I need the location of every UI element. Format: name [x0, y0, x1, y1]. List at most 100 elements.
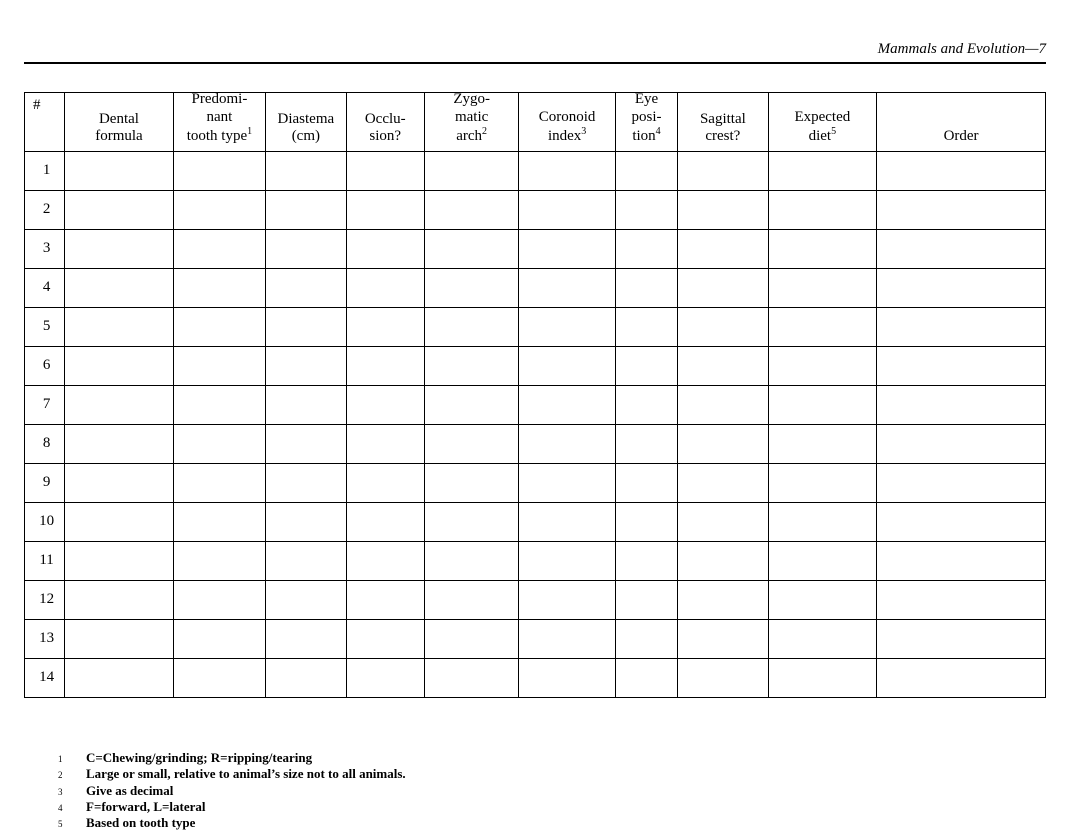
col-header-eye-position: Eye posi- tion4	[615, 93, 677, 152]
empty-cell	[768, 347, 877, 386]
empty-cell	[877, 230, 1046, 269]
empty-cell	[877, 308, 1046, 347]
footnote: 3Give as decimal	[58, 783, 1046, 799]
empty-cell	[678, 620, 768, 659]
empty-cell	[266, 347, 346, 386]
empty-cell	[768, 581, 877, 620]
empty-cell	[266, 503, 346, 542]
empty-cell	[519, 308, 615, 347]
footnote-text: Large or small, relative to animal’s siz…	[86, 766, 406, 782]
empty-cell	[346, 464, 424, 503]
running-head: Mammals and Evolution—7	[878, 41, 1046, 58]
table-row: 8	[25, 425, 1046, 464]
table-row: 10	[25, 503, 1046, 542]
table-row: 14	[25, 659, 1046, 698]
row-number: 11	[25, 542, 65, 581]
table-row: 3	[25, 230, 1046, 269]
header-text: arch2	[456, 126, 487, 145]
empty-cell	[346, 230, 424, 269]
empty-cell	[768, 425, 877, 464]
empty-cell	[768, 308, 877, 347]
empty-cell	[346, 347, 424, 386]
empty-cell	[173, 230, 265, 269]
empty-cell	[173, 152, 265, 191]
empty-cell	[877, 191, 1046, 230]
table-row: 11	[25, 542, 1046, 581]
col-header-sagittal-crest: Sagittal crest?	[678, 93, 768, 152]
empty-cell	[678, 269, 768, 308]
header-text: crest?	[705, 128, 740, 145]
empty-cell	[768, 269, 877, 308]
empty-cell	[424, 152, 518, 191]
table-row: 7	[25, 386, 1046, 425]
empty-cell	[65, 308, 174, 347]
empty-cell	[424, 659, 518, 698]
header-text: sion?	[369, 128, 401, 145]
empty-cell	[346, 425, 424, 464]
row-number: 2	[25, 191, 65, 230]
empty-cell	[877, 464, 1046, 503]
footnote: 4F=forward, L=lateral	[58, 799, 1046, 815]
empty-cell	[678, 464, 768, 503]
header-text: Diastema	[278, 111, 335, 128]
empty-cell	[424, 542, 518, 581]
empty-cell	[768, 386, 877, 425]
empty-cell	[615, 659, 677, 698]
empty-cell	[615, 152, 677, 191]
header-text: Occlu-	[365, 111, 406, 128]
empty-cell	[266, 464, 346, 503]
table-header-row: # Dental formula Predomi- nant tooth typ…	[25, 93, 1046, 152]
header-rule: Mammals and Evolution—7	[24, 28, 1046, 64]
col-header-expected-diet: Expected diet5	[768, 93, 877, 152]
empty-cell	[768, 191, 877, 230]
empty-cell	[346, 308, 424, 347]
empty-cell	[424, 230, 518, 269]
row-number: 1	[25, 152, 65, 191]
empty-cell	[424, 620, 518, 659]
header-text: Eye	[635, 91, 658, 108]
empty-cell	[768, 152, 877, 191]
empty-cell	[424, 386, 518, 425]
empty-cell	[424, 503, 518, 542]
empty-cell	[424, 269, 518, 308]
empty-cell	[877, 581, 1046, 620]
empty-cell	[266, 191, 346, 230]
empty-cell	[424, 581, 518, 620]
header-text: Sagittal	[700, 111, 746, 128]
empty-cell	[173, 542, 265, 581]
table-row: 9	[25, 464, 1046, 503]
empty-cell	[424, 308, 518, 347]
col-header-dental-formula: Dental formula	[65, 93, 174, 152]
footnote-mark: 3	[58, 787, 86, 798]
empty-cell	[266, 230, 346, 269]
empty-cell	[877, 386, 1046, 425]
empty-cell	[346, 269, 424, 308]
empty-cell	[519, 191, 615, 230]
empty-cell	[519, 152, 615, 191]
empty-cell	[65, 152, 174, 191]
header-text: Order	[944, 128, 979, 145]
empty-cell	[266, 659, 346, 698]
header-text: (cm)	[292, 128, 320, 145]
skull-data-table: # Dental formula Predomi- nant tooth typ…	[24, 92, 1046, 698]
footnote-text: Give as decimal	[86, 783, 173, 799]
empty-cell	[678, 230, 768, 269]
empty-cell	[173, 581, 265, 620]
empty-cell	[615, 503, 677, 542]
header-text: Zygo-	[453, 91, 490, 108]
empty-cell	[615, 542, 677, 581]
header-text: Expected	[794, 109, 850, 126]
empty-cell	[768, 620, 877, 659]
row-number: 7	[25, 386, 65, 425]
empty-cell	[678, 542, 768, 581]
header-text: tion4	[632, 126, 660, 145]
row-number: 8	[25, 425, 65, 464]
empty-cell	[615, 620, 677, 659]
empty-cell	[65, 620, 174, 659]
empty-cell	[768, 542, 877, 581]
empty-cell	[65, 425, 174, 464]
row-number: 4	[25, 269, 65, 308]
empty-cell	[877, 269, 1046, 308]
empty-cell	[615, 581, 677, 620]
empty-cell	[424, 425, 518, 464]
